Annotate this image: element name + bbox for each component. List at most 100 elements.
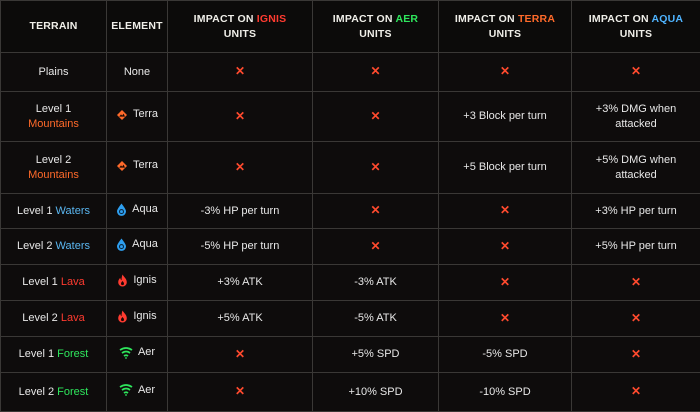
header-element: ELEMENT bbox=[107, 1, 168, 53]
cross-icon: ✕ bbox=[370, 203, 380, 217]
terra-icon bbox=[116, 109, 128, 121]
element-cell: None bbox=[107, 53, 168, 92]
table-row: Plains None ✕ ✕ ✕ ✕ bbox=[1, 53, 700, 92]
element-name: Terra bbox=[133, 107, 158, 122]
aer-icon bbox=[119, 347, 133, 359]
header-impact-terra: IMPACT ON TERRA UNITS bbox=[439, 1, 572, 53]
terrain-name: Forest bbox=[57, 386, 88, 398]
impact-terra-none: ✕ bbox=[439, 265, 572, 301]
aqua-icon bbox=[116, 203, 127, 216]
element-cell: Terra bbox=[107, 142, 168, 194]
impact-value: +5% HP per turn bbox=[595, 240, 676, 252]
cross-icon: ✕ bbox=[500, 203, 510, 217]
impact-value: -3% HP per turn bbox=[201, 205, 280, 217]
cross-icon: ✕ bbox=[500, 64, 510, 78]
impact-value: +5% ATK bbox=[217, 312, 262, 324]
terrain-name: Plains bbox=[39, 66, 69, 78]
element-name: Ignis bbox=[133, 309, 156, 324]
element-name: Aqua bbox=[132, 202, 158, 217]
cross-icon: ✕ bbox=[631, 311, 641, 325]
cross-icon: ✕ bbox=[235, 64, 245, 78]
impact-aer-none: ✕ bbox=[313, 229, 439, 265]
cross-icon: ✕ bbox=[631, 384, 641, 398]
element-cell: Ignis bbox=[107, 301, 168, 337]
terrain-cell: Level 1 Lava bbox=[1, 265, 107, 301]
impact-terra-none: ✕ bbox=[439, 53, 572, 92]
impact-aqua-none: ✕ bbox=[572, 337, 700, 373]
impact-ignis-value: -5% HP per turn bbox=[168, 229, 313, 265]
terrain-name: Mountains bbox=[28, 118, 79, 130]
impact-value: +3% DMG when attacked bbox=[596, 103, 676, 130]
header-impact-prefix: IMPACT ON bbox=[194, 13, 254, 25]
impact-aqua-none: ✕ bbox=[572, 373, 700, 412]
impact-aqua-value: +3% HP per turn bbox=[572, 194, 700, 229]
impact-ignis-none: ✕ bbox=[168, 142, 313, 194]
terrain-name: Waters bbox=[56, 205, 90, 217]
element-cell: Aer bbox=[107, 337, 168, 373]
terrain-cell: Level 1 Forest bbox=[1, 337, 107, 373]
table-row: Level 2 Forest Aer ✕ +10% SPD -10% SPD ✕ bbox=[1, 373, 700, 412]
cross-icon: ✕ bbox=[631, 64, 641, 78]
impact-ignis-none: ✕ bbox=[168, 337, 313, 373]
ignis-icon bbox=[117, 310, 128, 323]
impact-aer-value: +10% SPD bbox=[313, 373, 439, 412]
impact-terra-none: ✕ bbox=[439, 301, 572, 337]
cross-icon: ✕ bbox=[370, 109, 380, 123]
header-impact-prefix: IMPACT ON bbox=[589, 13, 649, 25]
impact-terra-none: ✕ bbox=[439, 229, 572, 265]
element-name: Aer bbox=[138, 383, 155, 398]
impact-value: +10% SPD bbox=[348, 386, 402, 398]
impact-ignis-value: +3% ATK bbox=[168, 265, 313, 301]
impact-aer-none: ✕ bbox=[313, 92, 439, 142]
terrain-level: Level 1 bbox=[17, 205, 52, 217]
terrain-name: Forest bbox=[57, 348, 88, 360]
header-ignis-name: IGNIS bbox=[257, 13, 287, 25]
impact-terra-value: +3 Block per turn bbox=[439, 92, 572, 142]
impact-ignis-none: ✕ bbox=[168, 92, 313, 142]
terrain-level: Level 1 bbox=[19, 348, 54, 360]
header-impact-prefix: IMPACT ON bbox=[455, 13, 515, 25]
terrain-cell: Level 2 Lava bbox=[1, 301, 107, 337]
impact-value: +5% SPD bbox=[352, 348, 400, 360]
terrain-level: Level 2 bbox=[17, 240, 52, 252]
aqua-icon bbox=[116, 238, 127, 251]
header-units: UNITS bbox=[620, 28, 653, 40]
impact-terra-value: +5 Block per turn bbox=[439, 142, 572, 194]
impact-ignis-none: ✕ bbox=[168, 53, 313, 92]
terrain-cell: Level 2 Forest bbox=[1, 373, 107, 412]
impact-aqua-none: ✕ bbox=[572, 265, 700, 301]
header-impact-ignis: IMPACT ON IGNIS UNITS bbox=[168, 1, 313, 53]
impact-ignis-value: +5% ATK bbox=[168, 301, 313, 337]
element-name: None bbox=[124, 65, 150, 80]
cross-icon: ✕ bbox=[631, 275, 641, 289]
impact-ignis-value: -3% HP per turn bbox=[168, 194, 313, 229]
cross-icon: ✕ bbox=[500, 239, 510, 253]
element-name: Terra bbox=[133, 158, 158, 173]
impact-aqua-value: +5% DMG when attacked bbox=[572, 142, 700, 194]
element-cell: Ignis bbox=[107, 265, 168, 301]
impact-terra-value: -10% SPD bbox=[439, 373, 572, 412]
cross-icon: ✕ bbox=[370, 64, 380, 78]
terrain-name: Lava bbox=[61, 312, 85, 324]
header-aqua-name: AQUA bbox=[651, 13, 683, 25]
cross-icon: ✕ bbox=[370, 160, 380, 174]
cross-icon: ✕ bbox=[500, 275, 510, 289]
terrain-level: Level 1 bbox=[22, 276, 57, 288]
header-terrain: TERRAIN bbox=[1, 1, 107, 53]
impact-value: +3% HP per turn bbox=[595, 205, 676, 217]
impact-ignis-none: ✕ bbox=[168, 373, 313, 412]
terra-icon bbox=[116, 160, 128, 172]
impact-aer-none: ✕ bbox=[313, 194, 439, 229]
terrain-level: Level 2 bbox=[22, 312, 57, 324]
cross-icon: ✕ bbox=[370, 239, 380, 253]
impact-aqua-value: +5% HP per turn bbox=[572, 229, 700, 265]
impact-aqua-none: ✕ bbox=[572, 301, 700, 337]
element-cell: Terra bbox=[107, 92, 168, 142]
